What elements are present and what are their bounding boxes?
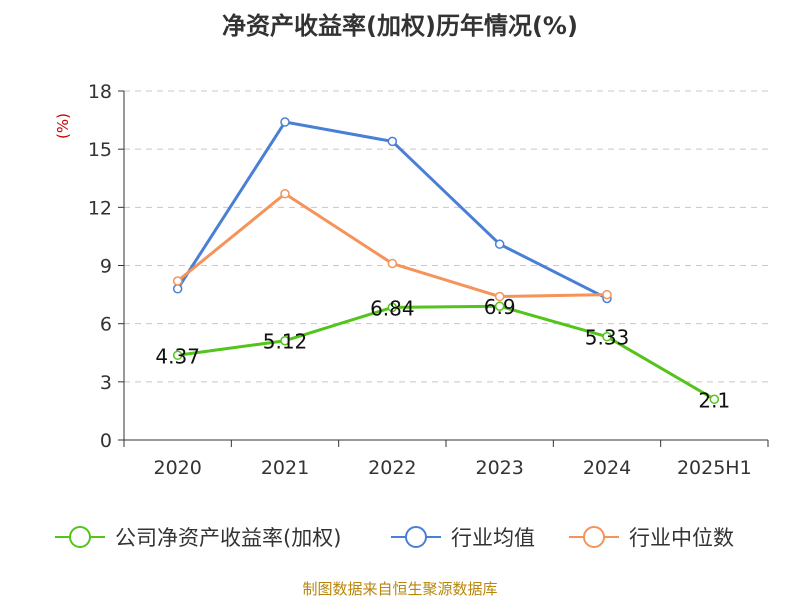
axes: 0 3 6 9 12 15 18 2020 2021 2022 2023 2024 2025H1 — [88, 81, 769, 479]
data-point — [494, 291, 505, 302]
data-label: 4.37 — [155, 344, 200, 368]
legend-label: 公司净资产收益率(加权) — [115, 526, 341, 550]
x-tick-label: 2021 — [261, 457, 309, 479]
y-tick-label: 9 — [100, 256, 112, 278]
y-tick-label: 0 — [100, 430, 112, 452]
y-tick-label: 6 — [100, 314, 112, 336]
legend-marker — [69, 526, 91, 548]
data-label: 5.12 — [263, 330, 308, 354]
grid-lines — [124, 90, 768, 383]
series-line-2 — [176, 192, 608, 299]
x-tick-label: 2025H1 — [677, 457, 752, 479]
series-line-1 — [176, 120, 608, 300]
data-label: 6.9 — [484, 295, 516, 319]
legend-label: 行业均值 — [451, 526, 535, 550]
x-tick-label: 2024 — [583, 457, 631, 479]
data-point — [709, 394, 720, 405]
data-point — [280, 117, 290, 127]
data-point — [280, 189, 290, 199]
chart-title: 净资产收益率(加权)历年情况(%) — [222, 12, 578, 40]
data-point — [387, 136, 398, 147]
x-tick-label: 2023 — [475, 457, 523, 479]
data-point — [494, 301, 505, 311]
series-lines — [172, 117, 720, 405]
series-line-0 — [177, 304, 716, 401]
legend[interactable]: 公司净资产收益率(加权) 行业均值 行业中位数 — [55, 526, 734, 550]
data-point — [602, 331, 612, 342]
legend-label: 行业中位数 — [629, 526, 734, 550]
data-point — [387, 258, 398, 269]
data-point — [280, 335, 290, 346]
data-point — [602, 289, 612, 300]
y-tick-label: 12 — [88, 197, 112, 219]
x-tick-label: 2022 — [368, 457, 416, 479]
x-tick-label: 2020 — [153, 457, 201, 479]
data-point — [387, 302, 398, 313]
legend-marker — [583, 526, 605, 548]
data-point — [172, 350, 183, 361]
y-tick-label: 3 — [100, 372, 112, 394]
data-label: 2.1 — [698, 388, 730, 412]
legend-marker — [405, 526, 427, 548]
data-label: 6.84 — [370, 296, 415, 320]
source-note: 制图数据来自恒生聚源数据库 — [302, 580, 498, 598]
data-point — [172, 284, 183, 294]
y-axis-unit-label: (%) — [54, 113, 72, 139]
y-tick-label: 18 — [88, 81, 112, 103]
y-tick-label: 15 — [88, 139, 112, 161]
data-labels: 4.37 5.12 6.84 6.9 5.33 2.1 — [155, 295, 730, 412]
data-point — [494, 239, 505, 249]
data-point — [172, 276, 183, 286]
data-label: 5.33 — [585, 326, 630, 350]
